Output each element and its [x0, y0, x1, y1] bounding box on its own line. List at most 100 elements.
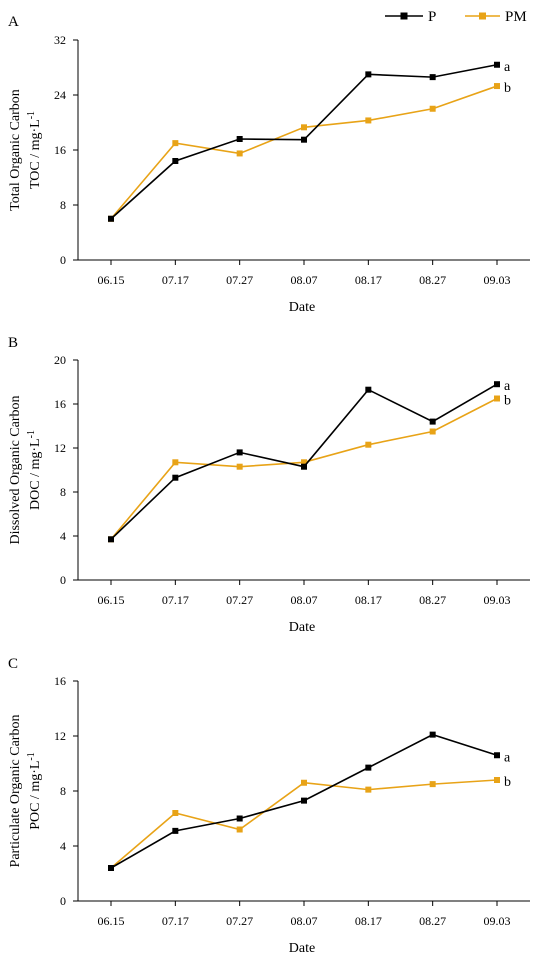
data-point-P: [108, 215, 114, 222]
data-point-P: [494, 381, 500, 388]
x-axis-title: Date: [289, 300, 315, 315]
data-point-PM: [365, 441, 372, 448]
legend-label-PM: PM: [505, 9, 527, 25]
y-axis-title-line1: Particulate Organic Carbon: [8, 715, 23, 868]
y-axis-title-unit: DOC / mg·L: [28, 438, 43, 510]
y-axis-title-unit-sup: -1: [26, 111, 37, 119]
data-point-P: [365, 386, 372, 393]
x-tick-label: 06.15: [98, 593, 125, 607]
data-point-P: [429, 418, 436, 425]
series-PM: b: [108, 394, 511, 543]
x-tick-label: 08.27: [419, 593, 446, 607]
panel-A: A 0 8 16 24 32 06.15 07.17 07.27 08.07 08.17 08.27 0…: [8, 14, 530, 315]
data-point-P: [301, 797, 307, 804]
x-tick-label: 07.27: [226, 593, 253, 607]
y-axis-title-line2: POC / mg·L-1: [26, 752, 43, 830]
x-tick-label: 08.27: [419, 273, 446, 287]
y-tick-label: 20: [54, 353, 66, 367]
y-tick-label: 0: [60, 894, 66, 908]
y-axis-title-unit: POC / mg·L: [28, 761, 43, 830]
x-tick-label: 06.15: [98, 273, 125, 287]
legend: P PM: [385, 9, 527, 25]
data-point-PM: [172, 140, 179, 147]
series-PM: b: [108, 81, 511, 222]
significance-label-P: a: [504, 750, 511, 765]
series-P: a: [108, 60, 511, 222]
y-axis-title-unit-sup: -1: [26, 430, 37, 438]
y-tick-label: 32: [54, 33, 66, 47]
data-point-PM: [494, 395, 500, 402]
y-tick-label: 24: [54, 88, 66, 102]
y-tick-label: 4: [60, 839, 66, 853]
x-tick-label: 09.03: [484, 593, 511, 607]
x-tick-label: 07.27: [226, 914, 253, 928]
data-point-PM: [301, 459, 307, 466]
series-PM: b: [108, 775, 511, 871]
x-tick-label: 07.17: [162, 593, 189, 607]
y-axis-title-unit-sup: -1: [26, 752, 37, 760]
data-point-PM: [494, 777, 500, 783]
x-tick-label: 08.17: [355, 593, 382, 607]
data-point-P: [365, 764, 372, 771]
panel-C: C 0 4 8 12 16 06.15 07.17 07.27 08.07 08.17 08.27 09…: [8, 656, 530, 956]
data-point-PM: [301, 124, 307, 131]
data-point-PM: [429, 781, 436, 788]
y-axis-title-line1: Total Organic Carbon: [8, 89, 23, 211]
series-line-PM: [110, 85, 498, 220]
data-point-P: [429, 74, 436, 81]
data-point-P: [172, 474, 179, 481]
series-line-PM: [110, 779, 498, 869]
data-point-PM: [172, 810, 179, 816]
data-point-P: [301, 463, 307, 470]
x-tick-label: 08.07: [291, 593, 318, 607]
data-point-PM: [236, 150, 243, 157]
x-tick-label: 09.03: [484, 914, 511, 928]
data-point-PM: [429, 105, 436, 112]
y-tick-label: 8: [60, 198, 66, 212]
panels: A 0 8 16 24 32 06.15 07.17 07.27 08.07 08.17 08.27 0…: [8, 14, 530, 956]
y-axis-title-line1: Dissolved Organic Carbon: [8, 395, 23, 544]
y-tick-label: 8: [60, 784, 66, 798]
data-point-P: [108, 865, 114, 871]
y-axis-title-line2: TOC / mg·L-1: [26, 111, 43, 189]
data-point-P: [236, 815, 243, 822]
y-tick-label: 16: [54, 397, 66, 411]
data-point-PM: [236, 463, 243, 470]
legend-marker-PM: [479, 12, 486, 20]
panel-label: C: [8, 656, 18, 672]
data-point-P: [429, 731, 436, 738]
x-tick-label: 09.03: [484, 273, 511, 287]
y-tick-label: 12: [54, 729, 66, 743]
significance-label-PM: b: [504, 81, 511, 96]
data-point-P: [494, 752, 500, 759]
data-point-P: [494, 61, 500, 68]
y-tick-label: 4: [60, 529, 66, 543]
y-axis-title-line2: DOC / mg·L-1: [26, 430, 43, 510]
series-P: a: [108, 379, 511, 543]
x-axis-title: Date: [289, 620, 315, 635]
significance-label-P: a: [504, 60, 511, 75]
x-axis-title: Date: [289, 941, 315, 956]
data-point-P: [172, 827, 179, 834]
x-tick-label: 07.17: [162, 914, 189, 928]
data-point-P: [172, 158, 179, 164]
data-point-P: [301, 136, 307, 143]
data-point-P: [236, 449, 243, 456]
panel-label: A: [8, 14, 19, 30]
y-tick-label: 16: [54, 143, 66, 157]
x-tick-label: 08.17: [355, 914, 382, 928]
data-point-PM: [429, 428, 436, 435]
data-point-PM: [365, 117, 372, 124]
data-point-PM: [365, 786, 372, 793]
significance-label-PM: b: [504, 394, 511, 409]
x-tick-label: 08.17: [355, 273, 382, 287]
panel-B: B 0 4 8 12 16 20 06.15 07.17 07.27 08.07 08.17 08.27…: [8, 335, 530, 635]
panel-label: B: [8, 335, 18, 351]
x-tick-label: 07.17: [162, 273, 189, 287]
y-tick-label: 8: [60, 485, 66, 499]
data-point-P: [108, 536, 114, 543]
y-tick-label: 16: [54, 674, 66, 688]
data-point-PM: [236, 826, 243, 833]
series-P: a: [108, 731, 511, 871]
